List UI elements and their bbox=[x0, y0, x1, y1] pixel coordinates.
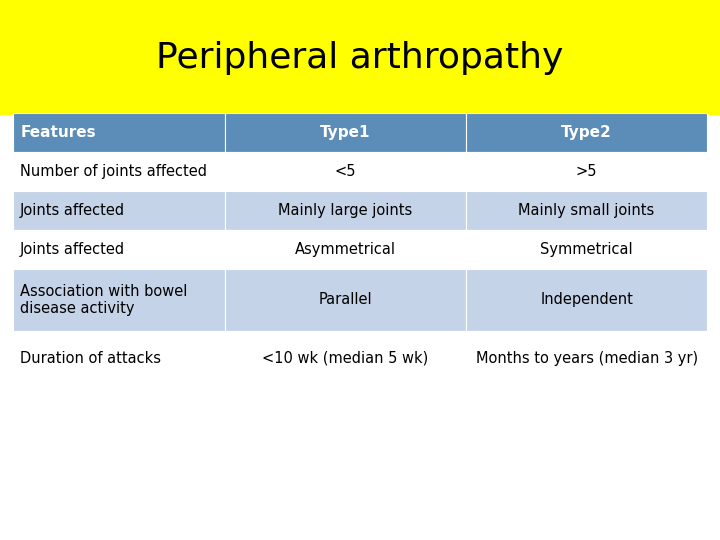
Bar bbox=[13, 331, 225, 385]
Text: Parallel: Parallel bbox=[319, 293, 372, 307]
Text: >5: >5 bbox=[576, 164, 598, 179]
Text: Symmetrical: Symmetrical bbox=[540, 242, 633, 257]
Bar bbox=[466, 269, 707, 331]
Bar bbox=[0, 0, 720, 115]
Bar bbox=[225, 191, 466, 230]
Text: Number of joints affected: Number of joints affected bbox=[20, 164, 207, 179]
Bar bbox=[13, 269, 225, 331]
Text: Mainly small joints: Mainly small joints bbox=[518, 203, 654, 218]
Bar bbox=[225, 230, 466, 269]
Text: Mainly large joints: Mainly large joints bbox=[279, 203, 413, 218]
Bar bbox=[466, 113, 707, 152]
Bar bbox=[13, 230, 225, 269]
Text: Peripheral arthropathy: Peripheral arthropathy bbox=[156, 40, 564, 75]
Text: Asymmetrical: Asymmetrical bbox=[295, 242, 396, 257]
Text: <10 wk (median 5 wk): <10 wk (median 5 wk) bbox=[262, 350, 428, 366]
Bar bbox=[225, 331, 466, 385]
Bar bbox=[13, 191, 225, 230]
Text: Association with bowel
disease activity: Association with bowel disease activity bbox=[20, 284, 187, 316]
Text: Independent: Independent bbox=[540, 293, 633, 307]
Text: Type1: Type1 bbox=[320, 125, 371, 140]
Text: Joints affected: Joints affected bbox=[20, 203, 125, 218]
Text: Type2: Type2 bbox=[562, 125, 612, 140]
Bar bbox=[466, 331, 707, 385]
Text: <5: <5 bbox=[335, 164, 356, 179]
Bar bbox=[466, 152, 707, 191]
Bar bbox=[13, 152, 225, 191]
Bar bbox=[225, 269, 466, 331]
Bar bbox=[13, 113, 225, 152]
Bar bbox=[466, 230, 707, 269]
Bar bbox=[466, 191, 707, 230]
Text: Features: Features bbox=[20, 125, 96, 140]
Text: Joints affected: Joints affected bbox=[20, 242, 125, 257]
Bar bbox=[225, 152, 466, 191]
Text: Duration of attacks: Duration of attacks bbox=[20, 350, 161, 366]
Text: Months to years (median 3 yr): Months to years (median 3 yr) bbox=[475, 350, 698, 366]
Bar bbox=[225, 113, 466, 152]
